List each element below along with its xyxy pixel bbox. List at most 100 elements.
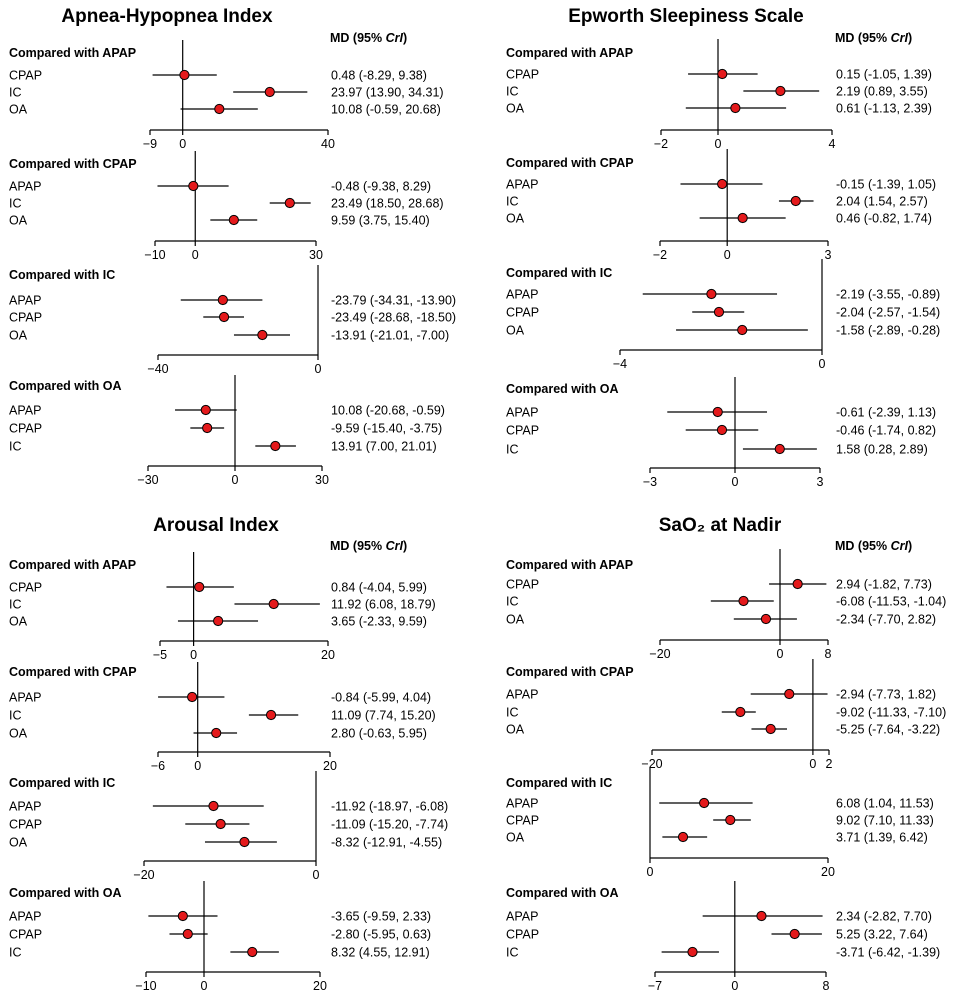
group-title: Compared with APAP: [506, 558, 633, 572]
x-tick-label: −4: [613, 357, 627, 371]
estimate-row-apap: APAP 2.34 (-2.82, 7.70): [506, 910, 932, 924]
x-tick-label: 40: [321, 137, 335, 151]
row-label: IC: [9, 598, 22, 612]
group-compared-with-cpap: Compared with CPAP −20 0 2 APAP -2.94 (-7.73,…: [506, 659, 946, 771]
estimate-row-apap: APAP -11.92 (-18.97, -6.08): [9, 800, 448, 814]
estimate-text: 3.71 (1.39, 6.42): [836, 831, 928, 845]
estimate-text: -3.71 (-6.42, -1.39): [836, 946, 940, 960]
md-header-italic: CrI: [891, 539, 909, 553]
md-header-close: ): [403, 31, 407, 45]
row-label: OA: [506, 723, 525, 737]
row-label: IC: [9, 197, 22, 211]
x-tick-label: −7: [648, 979, 662, 990]
group-compared-with-cpap: Compared with CPAP −2 0 3 APAP -0.15 (-1.39, …: [506, 149, 936, 262]
x-tick-label: 0: [732, 475, 739, 489]
estimate-row-ic: IC 13.91 (7.00, 21.01): [9, 440, 437, 454]
estimate-row-ic: IC -6.08 (-11.53, -1.04): [506, 595, 946, 609]
md-header: MD (95% CrI): [835, 539, 912, 553]
group-title: Compared with OA: [506, 886, 619, 900]
estimate-text: 13.91 (7.00, 21.01): [331, 440, 437, 454]
x-tick-label: 0: [232, 473, 239, 487]
x-tick-label: 2: [826, 757, 833, 771]
group-compared-with-cpap: Compared with CPAP −10 0 30 APAP -0.48 (-9.38…: [9, 151, 444, 262]
x-tick-label: −20: [641, 757, 662, 771]
group-compared-with-apap: Compared with APAP −9 0 40 CPAP 0.48 (-8.29, …: [9, 40, 444, 151]
row-label: APAP: [506, 797, 538, 811]
group-title: Compared with IC: [9, 268, 115, 282]
estimate-row-ic: IC 23.97 (13.90, 34.31): [9, 86, 444, 100]
x-tick-label: 0: [777, 647, 784, 661]
estimate-row-ic: IC -9.02 (-11.33, -7.10): [506, 706, 946, 720]
point-estimate: [712, 406, 723, 418]
point-estimate: [775, 85, 786, 97]
row-label: APAP: [506, 288, 538, 302]
point-estimate: [200, 404, 211, 416]
estimate-row-apap: APAP -0.61 (-2.39, 1.13): [506, 406, 936, 420]
estimate-row-cpap: CPAP -2.80 (-5.95, 0.63): [9, 928, 431, 942]
x-tick-label: 0: [313, 868, 320, 882]
row-label: CPAP: [506, 306, 539, 320]
md-header-text: MD (95%: [835, 539, 891, 553]
point-estimate: [756, 910, 767, 922]
estimate-row-oa: OA 0.61 (-1.13, 2.39): [506, 102, 932, 116]
estimate-text: 8.32 (4.55, 12.91): [331, 946, 430, 960]
x-tick-label: 0: [179, 137, 186, 151]
x-tick-label: 0: [647, 865, 654, 879]
estimate-row-apap: APAP -0.84 (-5.99, 4.04): [9, 691, 431, 705]
estimate-text: 23.49 (18.50, 28.68): [331, 197, 444, 211]
point-estimate: [202, 422, 213, 434]
md-header: MD (95% CrI): [835, 31, 912, 45]
estimate-row-cpap: CPAP 9.02 (7.10, 11.33): [506, 814, 934, 828]
x-tick-label: 0: [819, 357, 826, 371]
estimate-text: 0.61 (-1.13, 2.39): [836, 102, 932, 116]
group-title: Compared with APAP: [9, 558, 136, 572]
row-label: OA: [9, 103, 28, 117]
estimate-text: 11.92 (6.08, 18.79): [331, 598, 436, 612]
estimate-text: -1.58 (-2.89, -0.28): [836, 324, 940, 338]
x-tick-label: −30: [137, 473, 158, 487]
estimate-text: 3.65 (-2.33, 9.59): [331, 615, 427, 629]
panel-title: SaO₂ at Nadir: [659, 515, 782, 536]
row-label: CPAP: [506, 68, 539, 82]
estimate-text: 0.15 (-1.05, 1.39): [836, 68, 932, 82]
x-tick-label: 20: [321, 648, 335, 662]
point-estimate: [187, 691, 198, 703]
estimate-row-ic: IC 23.49 (18.50, 28.68): [9, 197, 444, 211]
estimate-row-ic: IC 11.09 (7.74, 15.20): [9, 709, 436, 723]
estimate-text: -8.32 (-12.91, -4.55): [331, 836, 442, 850]
row-label: OA: [506, 324, 525, 338]
estimate-row-ic: IC 1.58 (0.28, 2.89): [506, 443, 928, 457]
group-compared-with-cpap: Compared with CPAP −6 0 20 APAP -0.84 (-5.99,…: [9, 662, 436, 773]
estimate-row-oa: OA 0.46 (-0.82, 1.74): [506, 212, 932, 226]
estimate-text: 2.04 (1.54, 2.57): [836, 195, 928, 209]
md-header-close: ): [403, 539, 407, 553]
estimate-row-cpap: CPAP -9.59 (-15.40, -3.75): [9, 422, 442, 436]
x-tick-label: 20: [313, 979, 327, 990]
x-tick-label: −2: [653, 248, 667, 262]
point-estimate: [208, 800, 219, 812]
estimate-text: 0.48 (-8.29, 9.38): [331, 69, 427, 83]
estimate-row-oa: OA 9.59 (3.75, 15.40): [9, 214, 430, 228]
group-compared-with-apap: Compared with APAP −20 0 8 CPAP 2.94 (-1.82, …: [506, 549, 946, 661]
point-estimate: [284, 197, 295, 209]
point-estimate: [713, 306, 725, 318]
x-tick-label: −5: [153, 648, 167, 662]
estimate-text: -6.08 (-11.53, -1.04): [836, 595, 946, 609]
x-tick-label: 0: [715, 137, 722, 151]
estimate-text: -0.61 (-2.39, 1.13): [836, 406, 936, 420]
row-label: CPAP: [9, 928, 42, 942]
x-tick-label: −2: [654, 137, 668, 151]
x-tick-label: −40: [147, 362, 168, 376]
point-estimate: [792, 578, 803, 590]
point-estimate: [706, 288, 717, 300]
x-tick-label: 30: [315, 473, 329, 487]
estimate-text: -23.49 (-28.68, -18.50): [331, 311, 456, 325]
point-estimate: [765, 723, 776, 735]
row-label: IC: [9, 709, 22, 723]
estimate-row-apap: APAP -23.79 (-34.31, -13.90): [9, 294, 456, 308]
estimate-row-ic: IC -3.71 (-6.42, -1.39): [506, 946, 940, 960]
x-tick-label: −10: [135, 979, 156, 990]
estimate-text: 0.84 (-4.04, 5.99): [331, 581, 427, 595]
